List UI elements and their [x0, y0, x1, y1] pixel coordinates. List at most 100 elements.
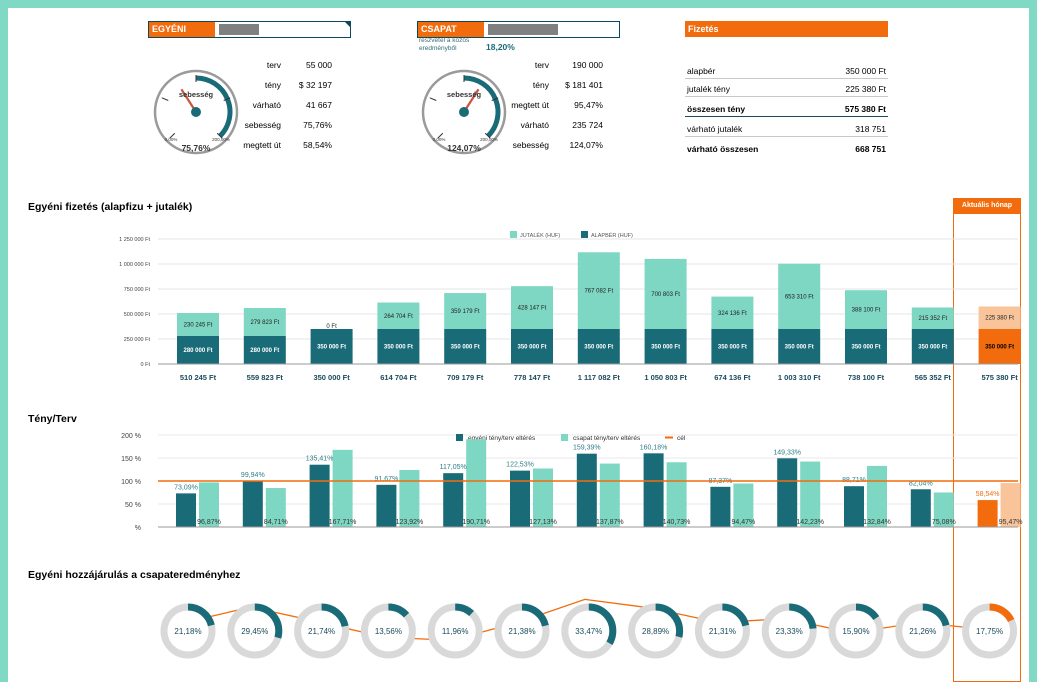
salary-bar-base	[511, 329, 553, 364]
csapat-row-value: 235 724	[572, 120, 603, 130]
csapat-row-value: 124,07%	[569, 140, 603, 150]
individual-value-label: 117,05%	[440, 464, 467, 471]
legend-label: cél	[677, 435, 686, 442]
salary-bonus-label: 653 310 Ft	[785, 294, 814, 300]
team-value-label: 96,87%	[197, 519, 221, 526]
egyeni-header: EGYÉNI	[148, 21, 351, 38]
csapat-row-label: terv	[534, 60, 549, 70]
salary-base-label: 350 000 Ft	[517, 345, 546, 351]
csapat-progress-bar	[488, 24, 558, 35]
plan-vs-actual-chart: % 50 % 100 % 150 % 200 % egyéni tény/terv elt…	[121, 433, 1022, 532]
legend-label: egyéni tény/terv eltérés	[468, 435, 536, 442]
individual-bar	[242, 481, 263, 527]
csapat-row-value: $ 181 401	[565, 80, 603, 90]
individual-value-label: 99,94%	[241, 472, 265, 479]
y-tick-label: %	[135, 525, 141, 532]
individual-value-label: 73,09%	[174, 484, 198, 491]
salary-base-label: 350 000 Ft	[584, 345, 613, 351]
egyeni-row-label: sebesség	[244, 120, 281, 130]
y-tick-label: 150 %	[121, 456, 141, 463]
individual-bar	[710, 486, 731, 527]
donut-value-label: 21,26%	[909, 627, 936, 636]
team-value-label: 94,47%	[732, 519, 756, 526]
donut-value-label: 21,31%	[709, 627, 736, 636]
donut-value-label: 33,47%	[575, 627, 602, 636]
team-bar	[599, 463, 620, 527]
y-tick-label: 0 Ft	[141, 362, 151, 368]
donut-value-label: 21,18%	[174, 627, 201, 636]
gauge-tick	[169, 132, 176, 139]
current-month-label: Aktuális hónap	[953, 198, 1021, 214]
x-category-label: 510 245 Ft	[180, 373, 217, 382]
donut-slice	[962, 603, 1018, 659]
donut-slice	[427, 603, 483, 659]
salary-bonus-label: 264 704 Ft	[384, 314, 413, 320]
salary-bar-base	[778, 329, 821, 364]
egyeni-speed-gauge: sebesség 0,00% 200,00%75,76%	[153, 69, 239, 155]
individual-bar	[643, 453, 664, 527]
team-bar	[666, 462, 687, 527]
team-value-label: 142,23%	[796, 519, 824, 526]
egyeni-progress-bar	[219, 24, 259, 35]
salary-bar-base	[644, 329, 687, 364]
team-value-label: 140,73%	[663, 519, 691, 526]
gauge-tick	[491, 97, 499, 101]
egyeni-label: EGYÉNI	[149, 22, 215, 37]
individual-bar	[176, 493, 196, 527]
csapat-row-label: sebesség	[512, 140, 549, 150]
legend-swatch	[581, 231, 588, 238]
salary-base-label: 350 000 Ft	[785, 345, 814, 351]
salary-bar-base	[177, 336, 219, 364]
individual-value-label: 122,53%	[506, 462, 534, 469]
x-category-label: 614 704 Ft	[380, 373, 417, 382]
legend-swatch	[510, 231, 517, 238]
salary-bar-base	[310, 329, 353, 364]
fizetes-row-value: 668 751	[855, 144, 886, 154]
team-value-label: 132,84%	[863, 519, 891, 526]
dashboard-sheet: EGYÉNI sebesség 0,00% 200,00% 75,76% terv 55…	[8, 8, 1029, 682]
fizetes-row-label: várható jutalék	[687, 124, 743, 134]
donut-value-label: 23,33%	[776, 627, 803, 636]
salary-base-label: 350 000 Ft	[985, 345, 1014, 351]
salary-bar-base	[377, 329, 420, 364]
y-tick-label: 1 000 000 Ft	[119, 262, 150, 268]
donut-slice	[628, 603, 684, 659]
gauge-hub	[459, 107, 469, 117]
x-category-label: 575 380 Ft	[981, 373, 1018, 382]
egyeni-row-value: 75,76%	[303, 120, 332, 130]
salary-bonus-label: 0 Ft	[326, 324, 337, 330]
gauge-min-label: 0,00%	[433, 137, 446, 142]
x-category-label: 709 179 Ft	[447, 373, 484, 382]
donut-value-label: 21,38%	[508, 627, 535, 636]
x-category-label: 1 117 082 Ft	[578, 373, 621, 382]
egyeni-row-value: 41 667	[306, 100, 332, 110]
individual-value-label: 91,67%	[375, 476, 399, 483]
x-category-label: 565 352 Ft	[915, 373, 952, 382]
gauge-tick	[223, 97, 231, 101]
donut-value-label: 13,56%	[375, 627, 402, 636]
individual-bar	[910, 489, 931, 527]
team-value-label: 167,71%	[329, 519, 357, 526]
salary-bonus-label: 359 179 Ft	[451, 309, 480, 315]
salary-bonus-label: 388 100 Ft	[852, 308, 881, 314]
x-category-label: 674 136 Ft	[714, 373, 751, 382]
egyeni-row-label: terv	[266, 60, 281, 70]
salary-bar-bonus	[778, 263, 821, 329]
y-tick-label: 50 %	[125, 502, 141, 509]
individual-value-label: 160,18%	[640, 444, 668, 451]
salary-bonus-label: 215 352 Ft	[918, 316, 947, 322]
gauge-max-label: 200,00%	[480, 137, 498, 142]
x-category-label: 350 000 Ft	[313, 373, 350, 382]
salary-chart-title: Egyéni fizetés (alapfizu + jutalék)	[28, 201, 193, 213]
salary-bar-bonus	[978, 306, 1021, 329]
team-bar	[800, 461, 821, 527]
salary-bar-bonus	[243, 308, 286, 336]
gauge-max-label: 200,00%	[212, 137, 230, 142]
gauge-tick	[161, 97, 169, 101]
donut-slice	[360, 603, 416, 659]
salary-bonus-label: 700 803 Ft	[651, 292, 680, 298]
team-value-label: 127,13%	[529, 519, 557, 526]
team-bar	[332, 449, 353, 527]
egyeni-row-value: 55 000	[306, 60, 332, 70]
donut-slice	[227, 603, 283, 659]
